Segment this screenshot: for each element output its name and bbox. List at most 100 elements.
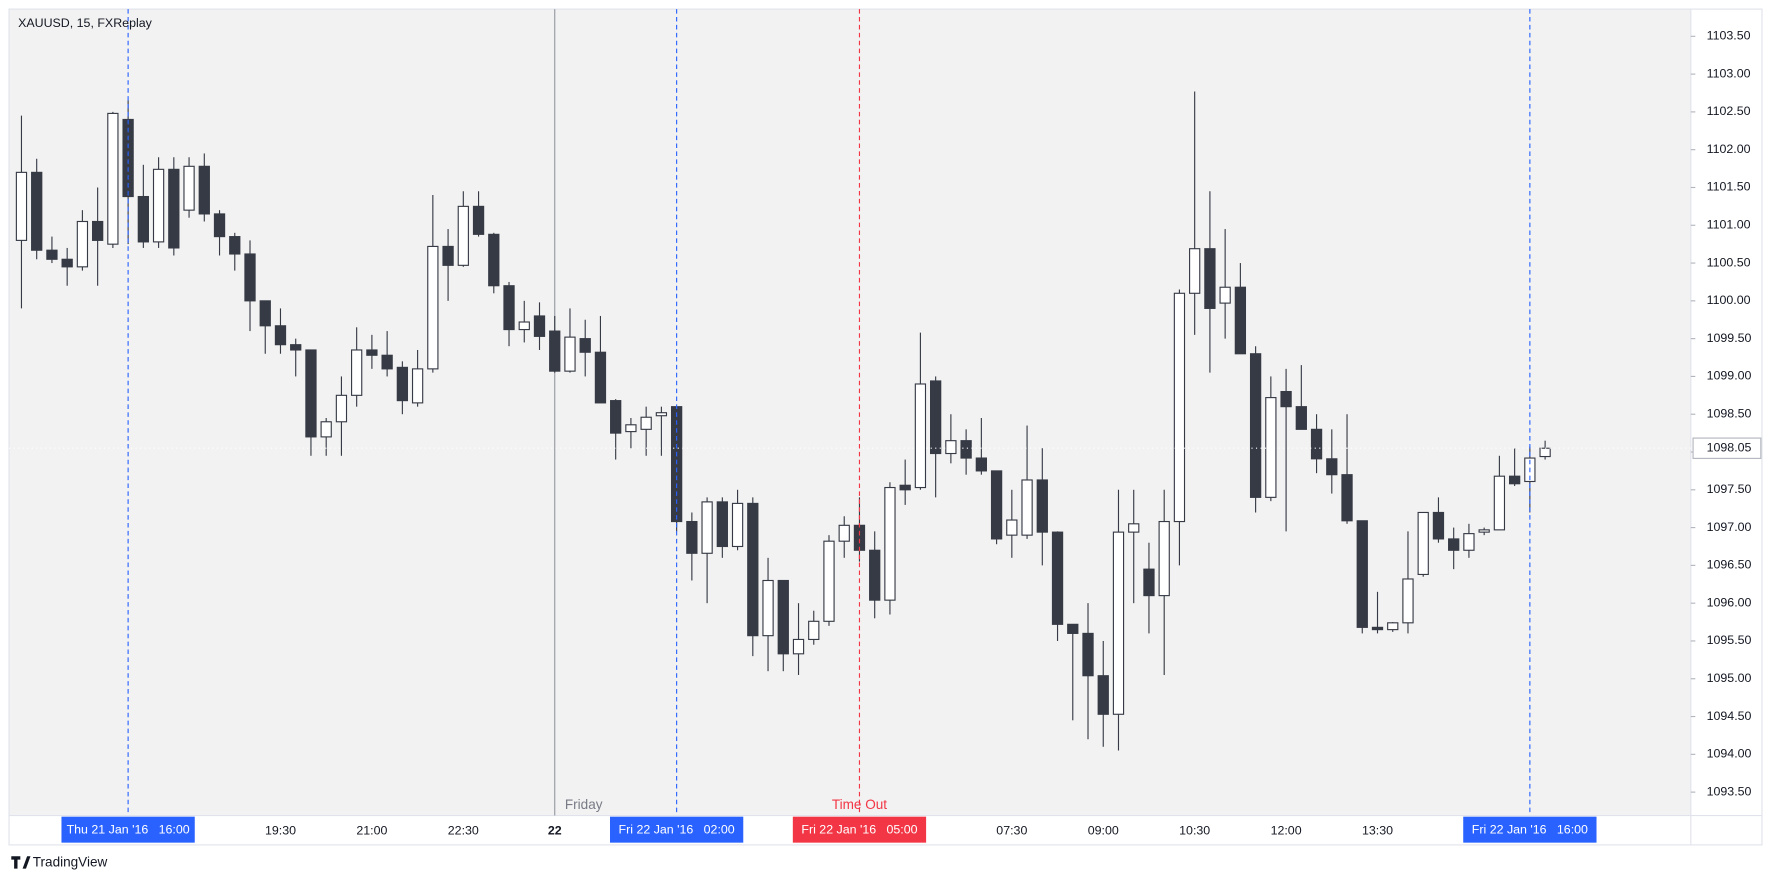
- candle-up: [1265, 397, 1277, 498]
- candle-up: [411, 368, 424, 404]
- candle-down: [503, 285, 515, 331]
- candle-down: [1310, 428, 1323, 460]
- candle-down: [168, 168, 180, 249]
- candle-up: [1158, 520, 1170, 597]
- candle-down: [1448, 538, 1460, 551]
- candle-down: [1082, 632, 1094, 677]
- candle-up: [884, 486, 896, 601]
- candle-up: [564, 336, 576, 372]
- candle-down: [960, 440, 972, 459]
- candle-down: [1508, 475, 1521, 485]
- candle-up: [762, 579, 774, 637]
- candle-up: [1493, 475, 1506, 531]
- candle-down: [990, 470, 1003, 540]
- candle-up: [107, 112, 119, 245]
- y-tick-label: 1100.50: [1707, 255, 1751, 269]
- y-tick-label: 1099.50: [1707, 331, 1752, 345]
- y-tick-label: 1100.00: [1707, 293, 1751, 307]
- candle-down: [716, 501, 728, 548]
- candle-up: [823, 540, 835, 622]
- y-tick-label: 1094.50: [1707, 709, 1752, 723]
- candle-up: [1463, 533, 1475, 551]
- candle-up: [945, 440, 957, 455]
- y-tick-label: 1101.00: [1707, 218, 1751, 232]
- y-tick-label: 1101.50: [1707, 180, 1751, 194]
- candle-down: [31, 171, 43, 251]
- candle-up: [427, 245, 439, 370]
- candle-up: [1219, 286, 1231, 304]
- x-tick-label: 12:00: [1271, 824, 1302, 838]
- candle-up: [838, 524, 850, 542]
- marker-label: Fri 22 Jan '16 05:00: [801, 823, 917, 837]
- candle-down: [472, 205, 485, 235]
- frame: [8, 8, 1763, 846]
- candle-down: [1341, 474, 1353, 522]
- x-tick-label: 10:30: [1179, 824, 1210, 838]
- candle-down: [1295, 406, 1307, 430]
- candle-down: [1067, 623, 1079, 634]
- x-tick-label: 22:30: [448, 824, 479, 838]
- candle-down: [1356, 520, 1368, 628]
- candle-up: [1128, 523, 1140, 533]
- y-tick-label: 1093.50: [1707, 784, 1752, 798]
- candle-up: [1173, 292, 1186, 523]
- candle-down: [975, 457, 988, 472]
- candle-down: [899, 484, 911, 491]
- candle-down: [594, 351, 607, 404]
- candle-up: [1387, 622, 1399, 631]
- candle-up: [1478, 529, 1490, 533]
- candle-up: [320, 421, 332, 438]
- candle-down: [488, 233, 500, 287]
- layer: 1093.50 1094.00 1094.50 1095.00 1095.50 1096.…: [9, 9, 1762, 843]
- candle-down: [274, 325, 287, 346]
- last-price-box: [1692, 437, 1762, 459]
- x-tick-label: 21:00: [356, 824, 387, 838]
- y-tick-label: 1097.00: [1707, 520, 1752, 534]
- candle-up: [1021, 479, 1033, 536]
- candle-up: [655, 412, 668, 417]
- y-tick-label: 1102.00: [1707, 142, 1751, 156]
- candle-down: [1036, 479, 1048, 533]
- candle-down: [1204, 248, 1216, 309]
- candle-up: [808, 620, 820, 641]
- x-tick-label: 09:00: [1088, 824, 1119, 838]
- candle-down: [579, 338, 591, 353]
- y-tick-label: 1096.50: [1707, 558, 1752, 572]
- candle-down: [610, 400, 622, 434]
- y-tick-label: 1095.50: [1707, 633, 1752, 647]
- candle-up: [1402, 578, 1414, 624]
- x-tick-label: 22: [548, 824, 562, 838]
- marker-note: Time Out: [832, 797, 887, 812]
- y-tick-label: 1095.00: [1707, 671, 1752, 685]
- candle-down: [366, 349, 378, 356]
- marker-box: [1463, 816, 1597, 843]
- candle-up: [76, 220, 89, 268]
- candle-down: [777, 579, 789, 655]
- candle-up: [792, 638, 805, 655]
- candle-up: [701, 501, 713, 554]
- candle-down: [1097, 675, 1109, 715]
- candle-down: [61, 258, 73, 268]
- last-price-label: 1098.05: [1707, 441, 1752, 455]
- candle-up: [1539, 447, 1551, 458]
- candle-up: [152, 168, 165, 243]
- candle-down: [244, 253, 256, 302]
- candle-up: [1006, 519, 1018, 536]
- candle-down: [1051, 531, 1064, 625]
- candle-down: [549, 330, 561, 372]
- marker-box: [609, 816, 744, 843]
- y-tick-label: 1099.00: [1707, 369, 1752, 383]
- candle-down: [229, 236, 241, 255]
- candle-up: [15, 171, 28, 241]
- candle-down: [122, 118, 134, 198]
- candle-down: [869, 549, 881, 601]
- marker-label: Fri 22 Jan '16 02:00: [619, 823, 735, 837]
- candle-down: [442, 245, 454, 266]
- candle-down: [1234, 286, 1247, 355]
- candle-down: [290, 344, 302, 351]
- candle-up: [625, 424, 637, 433]
- marker-box: [61, 816, 195, 843]
- y-tick-label: 1097.50: [1707, 482, 1752, 496]
- candle-up: [914, 383, 927, 489]
